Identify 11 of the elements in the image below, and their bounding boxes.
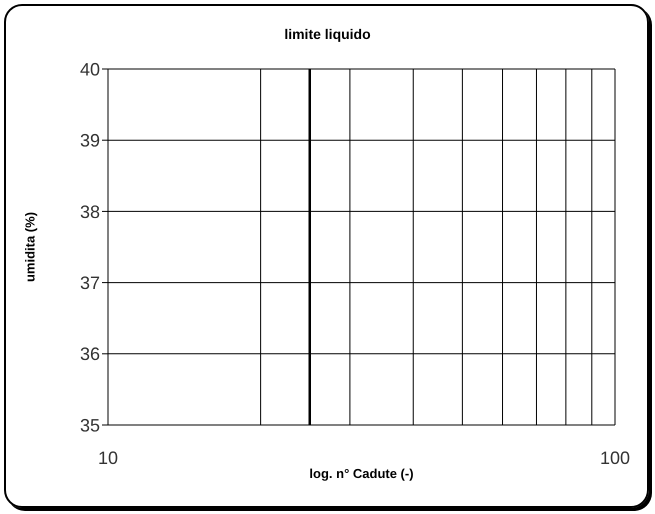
x-axis-title: log. n° Cadute (-) <box>308 466 415 481</box>
y-tick-label: 36 <box>80 344 100 364</box>
y-axis-title: umidita (%) <box>22 212 38 282</box>
y-tick-label: 38 <box>80 202 100 222</box>
x-tick-label: 10 <box>98 448 118 468</box>
y-tick-label: 40 <box>80 59 100 80</box>
y-tick-label: 39 <box>80 130 100 151</box>
x-tick-label: 100 <box>600 448 630 468</box>
chart-title: limite liquido <box>283 26 372 42</box>
y-tick-label: 37 <box>80 272 100 293</box>
y-tick-label: 35 <box>80 415 100 436</box>
